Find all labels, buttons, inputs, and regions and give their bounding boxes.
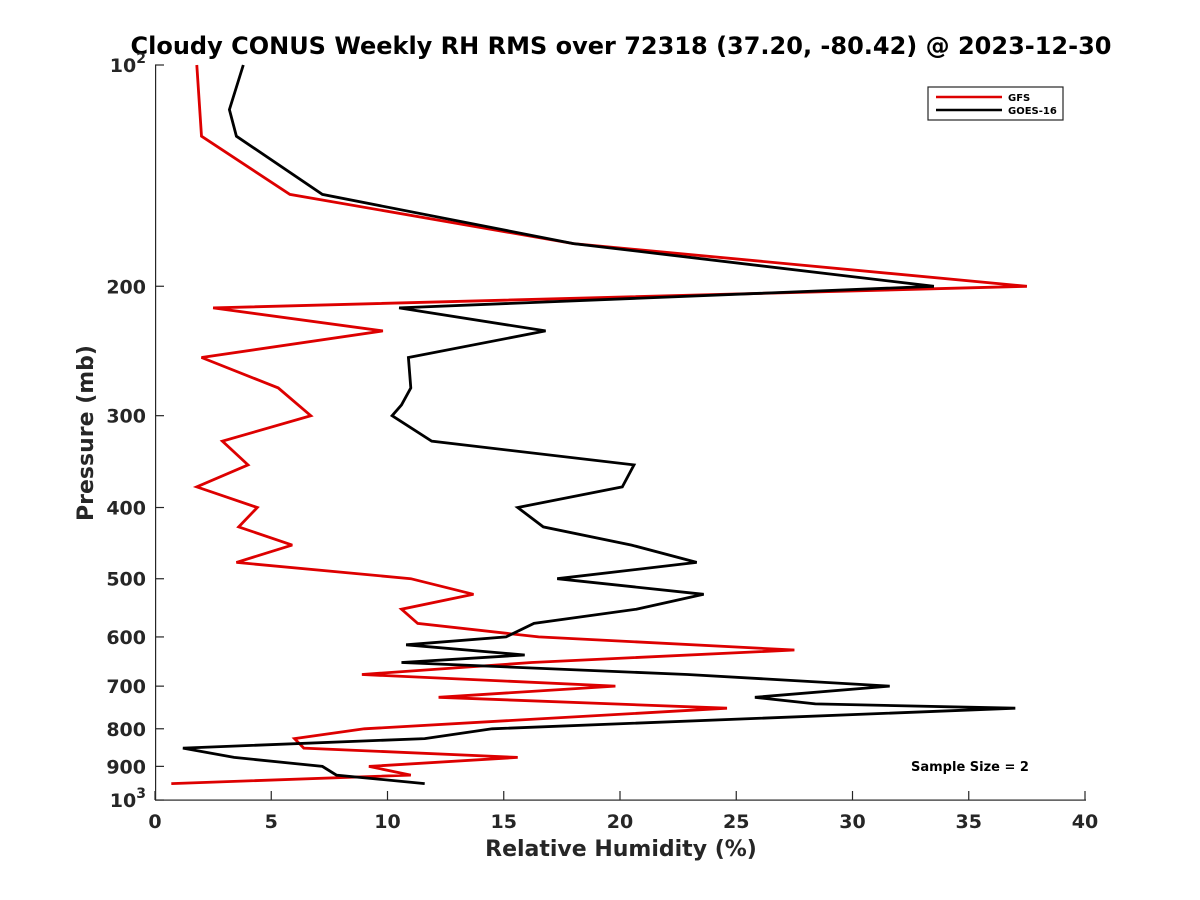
legend-label-gfs: GFS xyxy=(1008,93,1030,104)
x-tick-label: 20 xyxy=(607,811,633,833)
y-tick-label: 900 xyxy=(106,756,146,778)
x-tick-label: 10 xyxy=(374,811,400,833)
x-tick-label: 40 xyxy=(1072,811,1098,833)
y-tick-label: 800 xyxy=(106,719,146,741)
x-tick-label: 0 xyxy=(148,811,161,833)
legend: GFS GOES-16 xyxy=(927,86,1064,121)
x-tick-label: 35 xyxy=(956,811,982,833)
x-tick-label: 15 xyxy=(491,811,517,833)
x-tick-label: 30 xyxy=(839,811,865,833)
plot-frame-bottom xyxy=(155,799,1086,801)
y-axis-label: Pressure (mb) xyxy=(74,345,99,521)
series-line-gfs xyxy=(171,64,1028,785)
chart-title: Cloudy CONUS Weekly RH RMS over 72318 (3… xyxy=(131,32,1112,60)
x-axis-label: Relative Humidity (%) xyxy=(485,837,757,862)
y-tick-label: 102 xyxy=(110,51,146,77)
legend-label-goes16: GOES-16 xyxy=(1008,106,1057,117)
x-axis: 0 5 10 15 20 25 30 35 40 xyxy=(148,791,1098,833)
y-tick-label: 400 xyxy=(106,498,146,520)
x-tick-label: 5 xyxy=(265,811,278,833)
series-layer xyxy=(171,64,1028,785)
y-tick-label: 200 xyxy=(106,276,146,298)
y-tick-label: 500 xyxy=(106,569,146,591)
x-tick-label: 25 xyxy=(723,811,749,833)
legend-box xyxy=(927,86,1064,121)
y-tick-label: 600 xyxy=(106,627,146,649)
plot-frame-left xyxy=(155,65,157,800)
y-tick-label: 300 xyxy=(106,406,146,428)
sample-size-annotation: Sample Size = 2 xyxy=(911,760,1029,775)
series-line-goes16 xyxy=(182,64,1016,785)
y-tick-label: 700 xyxy=(106,676,146,698)
y-axis: 102 200 300 400 500 600 700 800 900 103 xyxy=(106,51,164,812)
y-tick-label: 103 xyxy=(110,786,146,812)
